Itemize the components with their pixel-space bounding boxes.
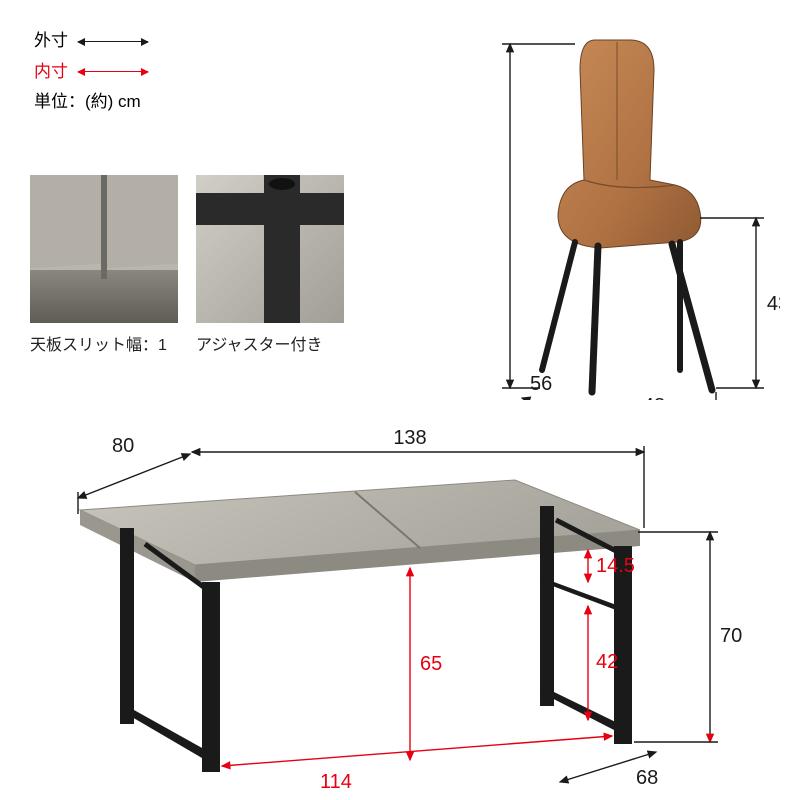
legend-inner-row: 内寸 [34, 57, 148, 88]
dim-chair-width: 48 [643, 395, 665, 400]
legend-outer-label: 外寸 [34, 26, 68, 57]
legend-unit-label: 単位：(約) cm [34, 87, 148, 118]
table-figure: 80 138 65 114 14.5 42 70 68 [20, 410, 780, 790]
outer-arrow-icon [78, 41, 148, 42]
legend-block: 外寸 内寸 単位：(約) cm [34, 26, 148, 118]
thumbnails: 天板スリット幅：1 アジャスター付き [30, 175, 344, 355]
thumb-adjuster: アジャスター付き [196, 175, 344, 355]
dim-table-apron: 14.5 [596, 555, 635, 577]
chair-leg [542, 242, 575, 370]
table-svg: 80 138 65 114 14.5 42 70 68 [20, 410, 780, 790]
dim-chair-seat-height: 43 [767, 293, 780, 315]
dim-table-leg-depth: 68 [636, 767, 658, 789]
table-leg [202, 582, 220, 772]
dim-table-height: 70 [720, 625, 742, 647]
legend-outer-row: 外寸 [34, 26, 148, 57]
inner-arrow-icon [78, 71, 148, 72]
legend-inner-label: 内寸 [34, 57, 68, 88]
dim-chair-depth: 56 [530, 373, 552, 395]
thumb-adjuster-image [196, 175, 344, 323]
dim-table-inner-width: 114 [320, 771, 352, 790]
table-leg [120, 528, 134, 724]
chair-figure: 84.5 43 56 48 [480, 20, 780, 400]
thumb-slit-caption: 天板スリット幅：1 [30, 331, 178, 355]
chair-leg [592, 246, 598, 392]
dim-table-clearance: 65 [420, 653, 442, 675]
dim-table-crossbar: 42 [596, 651, 618, 673]
dim-table-width: 138 [393, 427, 426, 449]
thumb-adjuster-caption: アジャスター付き [196, 331, 344, 355]
dim-table-depth: 80 [112, 435, 134, 457]
chair-svg: 84.5 43 56 48 [480, 20, 780, 400]
table-leg [540, 506, 554, 706]
chair-shell [558, 40, 701, 248]
thumb-slit-image [30, 175, 178, 323]
thumb-slit: 天板スリット幅：1 [30, 175, 178, 355]
